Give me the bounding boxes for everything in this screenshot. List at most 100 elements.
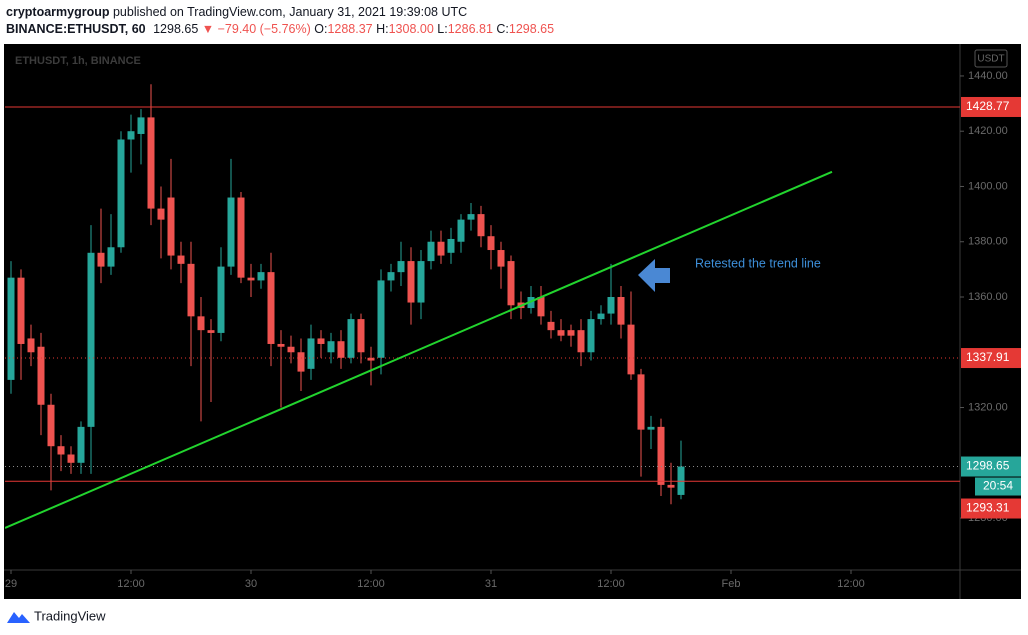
x-tick-label: 12:00 [117, 578, 145, 590]
candle-body [17, 277, 25, 344]
candle-body [487, 236, 495, 251]
candle-body [207, 330, 215, 333]
brand: TradingView [34, 608, 106, 623]
ohlc-value: 1298.65 [509, 22, 554, 36]
candle-body [307, 338, 315, 369]
x-tick-label: Feb [722, 578, 741, 590]
price-label-box [961, 348, 1021, 369]
y-tick-label: 1360.00 [968, 291, 1008, 303]
currency: USDT [977, 54, 1004, 65]
candle-body [347, 319, 355, 358]
candle-body [507, 261, 515, 306]
candle-body [657, 426, 665, 485]
candle-body [227, 197, 235, 267]
symbol: BINANCE:ETHUSDT, 60 [6, 22, 146, 36]
plot-area: ETHUSDT, 1h, BINANCE [5, 55, 960, 529]
published: published on TradingView.com, January 31… [113, 5, 467, 19]
x-tick-label: 12:00 [837, 578, 865, 590]
candle-body [407, 261, 415, 303]
logo-icon [7, 612, 30, 623]
change: −79.40 (−5.76%) [218, 22, 311, 36]
currency-box[interactable] [974, 49, 1008, 68]
ohlc-label: O: [314, 22, 327, 36]
candle-body [367, 357, 375, 361]
candle-body [77, 426, 85, 463]
candle-body [317, 338, 325, 344]
candle-body [497, 250, 505, 267]
x-tick-label: 30 [245, 578, 257, 590]
candle-body [7, 277, 15, 380]
candle-body [267, 272, 275, 344]
candle-body [357, 319, 365, 353]
price-label: 1298.65 [966, 459, 1010, 473]
candle-body [647, 426, 655, 430]
candle-body [377, 280, 385, 358]
price-label: 1293.31 [966, 501, 1010, 515]
countdown-box [975, 477, 1021, 496]
candle-body [597, 313, 605, 320]
candle-body [337, 341, 345, 358]
ohlc-value: 1288.37 [327, 22, 372, 36]
y-tick-label: 1320.00 [968, 401, 1008, 413]
y-tick-label: 1420.00 [968, 125, 1008, 137]
candle-body [397, 261, 405, 273]
candle-body [417, 261, 425, 303]
price-label-box [961, 456, 1021, 477]
price-label: 1428.77 [966, 99, 1010, 113]
candle-body [107, 247, 115, 267]
ohlc-label: H: [376, 22, 389, 36]
x-tick-label: 12:00 [357, 578, 385, 590]
annotation: Retested the trend line [695, 256, 821, 270]
y-tick-label: 1400.00 [968, 180, 1008, 192]
author[interactable]: cryptoarmygroup [6, 5, 110, 19]
candle-body [127, 131, 135, 140]
candle-body [587, 319, 595, 353]
candle-body [297, 352, 305, 372]
axes: USDT 1440.00 1420.00 1400.00 1380.00 1360.00… [5, 49, 1021, 590]
candle-body [667, 484, 675, 488]
candle-body [37, 346, 45, 405]
price-label: 1337.91 [966, 350, 1010, 364]
annotation-arrow [638, 259, 670, 292]
ohlc-label: L: [437, 22, 447, 36]
candle-body [387, 272, 395, 281]
price-label-box [961, 96, 1021, 117]
candle-body [197, 316, 205, 331]
candle-body [117, 139, 125, 248]
candle-body [47, 404, 55, 447]
candle-body [87, 252, 95, 427]
price-label-box [961, 498, 1021, 519]
footer-logo: TradingView [7, 608, 106, 623]
candle-body [617, 297, 625, 325]
candle-body [427, 241, 435, 262]
candle-body [467, 214, 475, 220]
chart-background [4, 44, 1021, 599]
header-line-1: cryptoarmygroup published on TradingView… [6, 5, 467, 19]
candle-body [27, 338, 35, 353]
candle-body [457, 219, 465, 242]
ohlc-label: C: [496, 22, 509, 36]
ohlc-value: 1308.00 [389, 22, 434, 36]
y-tick-label: 1380.00 [968, 236, 1008, 248]
candle-body [257, 272, 265, 281]
candle-body [577, 330, 585, 353]
candle-body [637, 374, 645, 430]
x-tick-label: 12:00 [597, 578, 625, 590]
candle-body [147, 117, 155, 209]
candle-body [247, 277, 255, 281]
countdown: 20:54 [983, 479, 1013, 493]
watermark: ETHUSDT, 1h, BINANCE [15, 55, 141, 67]
candle-body [607, 297, 615, 314]
ohlc-value: 1286.81 [448, 22, 493, 36]
candle-body [477, 214, 485, 237]
candle-body [327, 341, 335, 353]
candle-body [447, 238, 455, 253]
header-line-2: BINANCE:ETHUSDT, 60 1298.65 ▼ −79.40 (−5… [6, 22, 554, 36]
candle-body [57, 446, 65, 455]
trend-line [5, 170, 833, 529]
candle-body [97, 252, 105, 267]
candle-body [237, 197, 245, 278]
x-tick-label: 29 [5, 578, 17, 590]
